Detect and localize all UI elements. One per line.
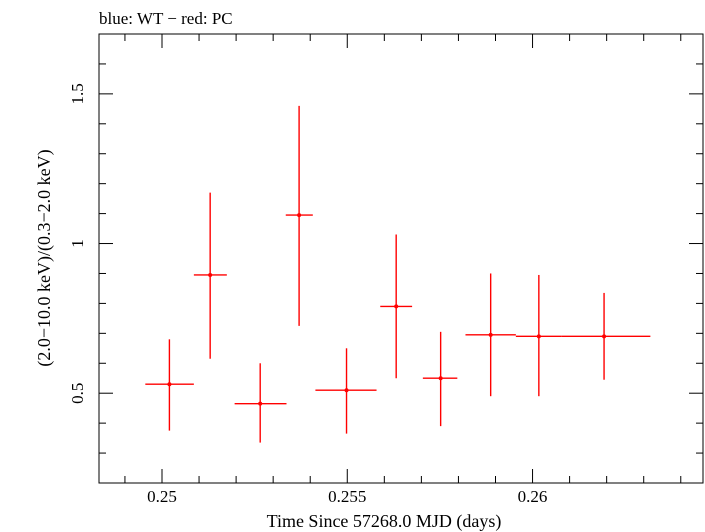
x-tick-label: 0.25: [147, 487, 177, 506]
data-point: [285, 105, 313, 326]
data-point: [380, 234, 413, 379]
data-marker: [167, 382, 172, 387]
y-tick-label: 0.5: [68, 383, 87, 404]
y-tick-label: 1.5: [68, 83, 87, 104]
data-marker: [344, 388, 349, 393]
data-point: [145, 339, 194, 431]
data-point: [234, 363, 287, 443]
y-tick-label: 1: [68, 239, 87, 248]
x-tick-label: 0.255: [328, 487, 366, 506]
data-marker: [488, 332, 493, 337]
data-marker: [602, 334, 607, 339]
y-axis-label: (2.0−10.0 keV)/(0.3−2.0 keV): [34, 149, 55, 366]
plot-frame: [98, 33, 704, 484]
data-point: [561, 292, 651, 380]
data-series: [145, 105, 651, 443]
data-marker: [258, 401, 263, 406]
data-marker: [297, 213, 302, 218]
x-axis-label: Time Since 57268.0 MJD (days): [267, 511, 502, 532]
data-point: [315, 348, 377, 434]
data-marker: [536, 334, 541, 339]
data-point: [422, 331, 458, 427]
data-marker: [438, 376, 443, 381]
data-point: [515, 274, 562, 397]
x-ticks: 0.25 0.255 0.26: [124, 34, 682, 506]
x-tick-label: 0.26: [518, 487, 548, 506]
data-marker: [208, 272, 213, 277]
data-marker: [394, 304, 399, 309]
data-point: [465, 273, 516, 397]
chart-title: blue: WT − red: PC: [99, 9, 233, 28]
data-point: [193, 192, 227, 359]
y-ticks: 0.5 1 1.5: [68, 33, 703, 484]
